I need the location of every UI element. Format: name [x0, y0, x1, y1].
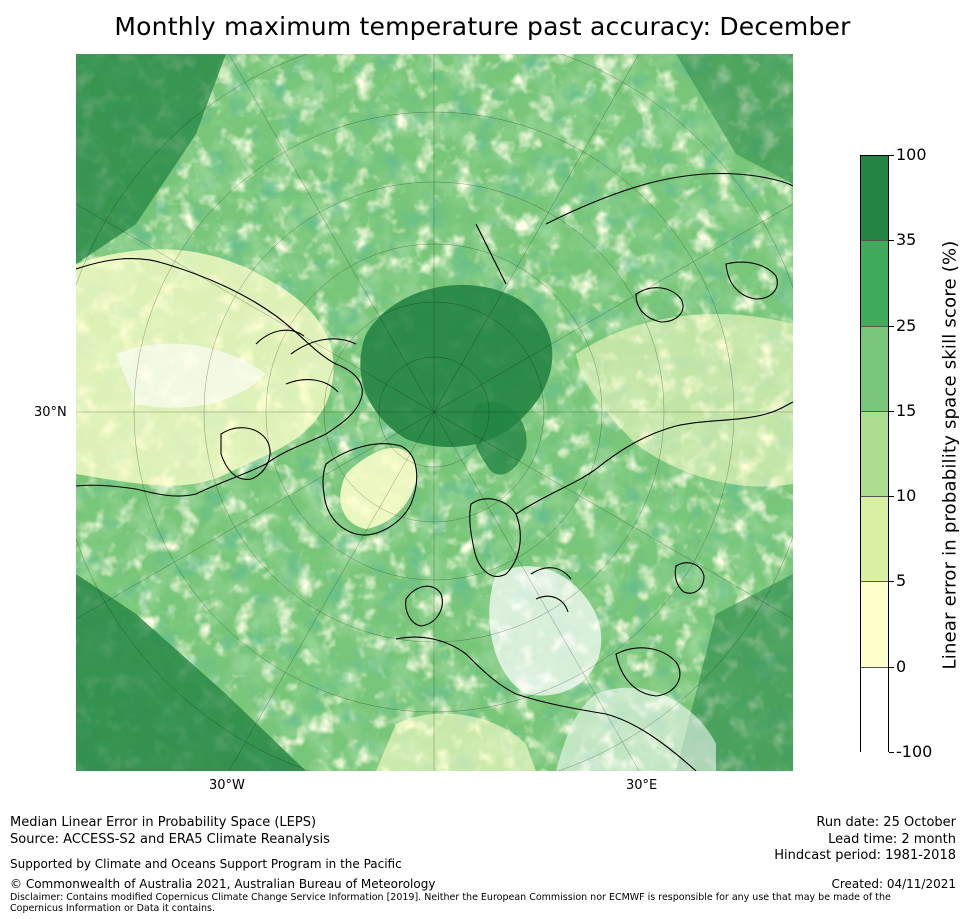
coastlines	[76, 172, 793, 771]
colorbar-tick	[889, 581, 894, 583]
colorbar-bin	[861, 497, 888, 583]
region-dark-nw	[76, 54, 226, 264]
region-white-namerica	[116, 343, 266, 408]
coast-scandinavia	[469, 498, 521, 577]
colorbar-bin	[861, 411, 888, 498]
region-white-mideast	[556, 687, 716, 771]
coast-britain	[405, 585, 443, 627]
region-dark-se	[676, 574, 793, 771]
lon-label-30w: 30°W	[209, 778, 245, 793]
footer-created: Created: 04/11/2021	[831, 877, 956, 891]
map-svg	[76, 54, 793, 771]
colorbar-tick-label: 10	[896, 486, 917, 506]
region-pale-atlantic-south	[376, 713, 536, 771]
footer-copyright: © Commonwealth of Australia 2021, Austra…	[10, 877, 436, 891]
colorbar-tick-label: 5	[896, 571, 907, 591]
colorbar-tick	[889, 325, 894, 327]
colorbar-tick	[889, 240, 894, 242]
colorbar-tick	[889, 410, 894, 412]
colorbar-bin	[861, 156, 888, 242]
colorbar-title: Linear error in probability space skill …	[939, 240, 961, 670]
coast-black-sea	[615, 647, 681, 697]
colorbar-tick-label: 15	[896, 400, 917, 420]
region-dark-barents	[471, 401, 527, 475]
region-white-europe	[489, 566, 602, 696]
colorbar-tick-label: 100	[896, 145, 927, 164]
coast-caspian	[674, 562, 705, 594]
colorbar-tick-label: -100	[896, 742, 933, 761]
colorbar-tick	[889, 496, 894, 498]
footer-source: Source: ACCESS-S2 and ERA5 Climate Reana…	[10, 832, 330, 847]
colorbar	[860, 155, 889, 753]
skill-map	[76, 54, 793, 771]
coast-okhotsk	[635, 287, 684, 323]
lat-label-30n: 30°N	[34, 405, 67, 420]
footer-disclaimer: Disclaimer: Contains modified Copernicus…	[10, 892, 891, 914]
coast-hudson	[220, 427, 271, 480]
lon-label-30e: 30°E	[626, 778, 658, 793]
coast-europe-south	[395, 636, 697, 771]
colorbar-tick-label: 35	[896, 230, 917, 250]
footer-run-date: Run date: 25 October	[816, 815, 956, 830]
coast-baltic	[530, 567, 572, 613]
region-dark-sw	[76, 574, 306, 771]
coast-north-america	[76, 258, 363, 497]
footer-support: Supported by Climate and Oceans Support …	[10, 857, 402, 871]
colorbar-tick-label: 0	[896, 656, 907, 676]
footer-leps: Median Linear Error in Probability Space…	[10, 815, 317, 830]
colorbar-bin	[861, 667, 888, 753]
colorbar-tick	[889, 666, 894, 668]
coast-kamchatka	[725, 261, 778, 300]
graticule	[76, 54, 793, 771]
coast-arctic-islands	[255, 329, 357, 393]
chart-title: Monthly maximum temperature past accurac…	[114, 12, 851, 41]
colorbar-tick	[889, 752, 894, 753]
colorbar-tick-label: 25	[896, 315, 917, 335]
coast-greenland	[322, 443, 418, 536]
colorbar-bin	[861, 326, 888, 412]
footer-hindcast: Hindcast period: 1981-2018	[774, 848, 956, 863]
region-dark-ne	[676, 54, 793, 184]
region-pale-greenland	[340, 447, 417, 529]
coast-siberia-north	[545, 172, 793, 225]
footer-lead-time: Lead time: 2 month	[828, 832, 956, 847]
region-pale-siberia	[576, 314, 793, 487]
colorbar-tick	[889, 155, 894, 156]
colorbar-bin	[861, 241, 888, 327]
colorbar-bin	[861, 582, 888, 668]
